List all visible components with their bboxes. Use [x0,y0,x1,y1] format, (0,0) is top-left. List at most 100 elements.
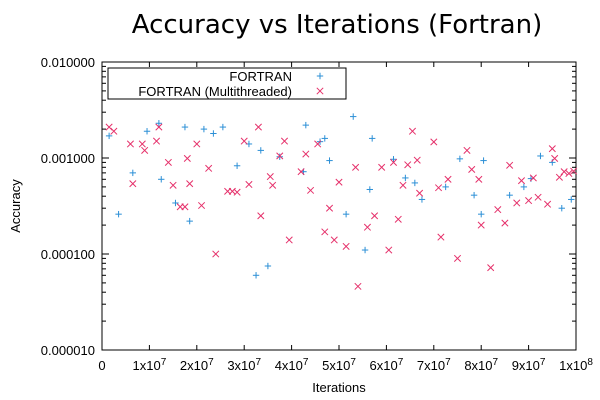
x-tick-label-base: 6x10 [370,358,398,373]
data-point [110,127,118,135]
data-point [513,199,521,207]
x-tick-label-base: 5x10 [322,358,350,373]
data-point [463,146,471,154]
data-point [363,223,371,231]
data-point [434,184,443,192]
data-point [478,210,485,218]
data-point [138,140,146,148]
x-tick-label-exponent: 7 [493,357,499,368]
data-point [169,181,177,189]
data-point [385,246,393,254]
x-tick-label-base: 7x10 [417,358,445,373]
data-point [164,158,172,166]
data-point [444,175,452,183]
data-point [416,189,424,197]
data-point [335,178,343,186]
data-point [342,242,350,250]
data-point [411,179,419,187]
data-point [240,137,248,145]
data-point [181,123,189,131]
x-axis-label: Iterations [312,380,366,395]
data-point [560,168,568,176]
y-tick-label: 0.000010 [41,343,95,358]
data-point [141,146,149,154]
legend-marker-fortran-multithreaded [316,87,324,95]
data-point [404,161,412,169]
data-point [544,200,552,208]
data-point [325,204,334,212]
data-point [480,157,487,164]
data-point [302,121,310,129]
data-point [276,153,283,160]
data-point [321,228,329,236]
data-point [257,212,265,220]
legend-marker-fortran [316,72,324,80]
data-point [245,180,253,189]
data-point [280,137,289,145]
data-point [269,181,277,189]
x-tick-label: 3x107 [227,357,261,373]
x-tick-label-base: 9x10 [512,358,540,373]
data-point [285,236,293,244]
x-tick-label-exponent: 7 [350,357,356,368]
x-tick-label-exponent: 7 [303,357,309,368]
data-point [453,254,462,262]
x-tick-label: 6x107 [370,357,404,373]
series-fortran-multithreaded [105,91,578,290]
data-point [570,167,578,175]
data-point [172,199,179,207]
data-point [548,145,556,153]
data-point [370,212,379,220]
data-point [534,193,542,201]
x-tick-label-base: 4x10 [275,358,303,373]
data-point [181,203,189,211]
data-point [408,127,417,135]
data-point [430,138,438,146]
data-point [197,201,206,210]
data-point [186,217,193,225]
x-axis: 0 1x107 2x107 3x107 4x107 5x107 6x107 7x107 8x10… [98,62,593,373]
data-point [105,132,113,140]
data-point [378,163,386,171]
x-tick-label: 0 [98,358,105,373]
x-tick-label: 1x108 [559,357,593,373]
data-point [264,262,272,270]
data-point [210,130,217,137]
x-tick-label: 9x107 [512,357,546,373]
data-point [468,165,476,173]
x-tick-label-base: 1x10 [133,358,161,373]
data-point [330,236,338,244]
x-tick-label: 8x107 [464,357,498,373]
data-point [200,125,208,133]
legend-label-fortran: FORTRAN [229,69,292,84]
x-tick-label: 4x107 [275,357,309,373]
data-point [158,176,165,183]
data-point [350,113,357,120]
data-point [205,164,213,172]
x-tick-label-exponent: 8 [587,357,593,368]
x-tick-label: 7x107 [417,357,451,373]
data-point [555,173,563,181]
x-tick-label-base: 1x10 [559,358,587,373]
data-point [437,233,445,241]
data-points [105,91,578,290]
data-point [537,152,544,160]
data-point [129,180,137,188]
data-point [456,155,464,163]
x-tick-label-exponent: 7 [445,357,451,368]
data-point [442,183,449,191]
data-point [126,140,134,148]
data-point [212,250,220,258]
y-tick-label: 0.010000 [41,55,95,70]
legend-markers [316,72,324,95]
data-point [321,135,328,142]
x-tick-label-exponent: 7 [256,357,262,368]
data-point [257,147,264,154]
data-point [326,157,333,164]
data-point [520,183,528,191]
x-tick-label-exponent: 7 [208,357,214,368]
x-tick-label-base: 2x10 [180,358,208,373]
data-point [558,204,565,212]
